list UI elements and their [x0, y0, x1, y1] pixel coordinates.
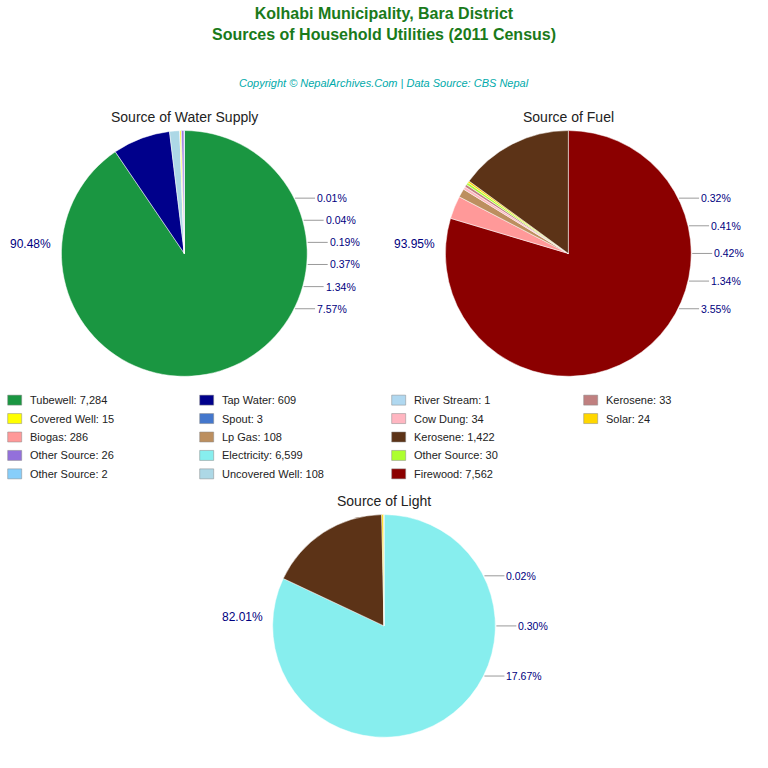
svg-text:0.42%: 0.42% — [714, 247, 744, 259]
svg-text:Solar: 24: Solar: 24 — [606, 413, 650, 425]
svg-text:Kolhabi Municipality, Bara Dis: Kolhabi Municipality, Bara DistrictSourc… — [212, 5, 556, 43]
svg-text:Source of Light: Source of Light — [337, 493, 431, 509]
svg-text:Kerosene: 33: Kerosene: 33 — [606, 394, 671, 406]
svg-text:Source of Water Supply: Source of Water Supply — [111, 109, 258, 125]
svg-text:Firewood: 7,562: Firewood: 7,562 — [414, 468, 493, 480]
svg-text:River Stream: 1: River Stream: 1 — [414, 394, 490, 406]
svg-text:0.41%: 0.41% — [711, 220, 741, 232]
svg-text:Cow Dung: 34: Cow Dung: 34 — [414, 413, 484, 425]
svg-text:0.02%: 0.02% — [506, 570, 536, 582]
svg-text:90.48%: 90.48% — [10, 237, 51, 251]
svg-text:3.55%: 3.55% — [701, 303, 731, 315]
svg-text:82.01%: 82.01% — [222, 610, 263, 624]
svg-text:Spout: 3: Spout: 3 — [222, 413, 263, 425]
svg-text:Uncovered Well: 108: Uncovered Well: 108 — [222, 468, 324, 480]
svg-text:Kerosene: 1,422: Kerosene: 1,422 — [414, 431, 495, 443]
svg-text:Covered Well: 15: Covered Well: 15 — [30, 413, 114, 425]
svg-text:0.19%: 0.19% — [330, 236, 360, 248]
svg-text:Tubewell: 7,284: Tubewell: 7,284 — [30, 394, 107, 406]
svg-text:93.95%: 93.95% — [394, 237, 435, 251]
svg-text:1.34%: 1.34% — [711, 275, 741, 287]
svg-text:0.32%: 0.32% — [701, 192, 731, 204]
svg-text:Tap Water: 609: Tap Water: 609 — [222, 394, 296, 406]
svg-text:0.04%: 0.04% — [326, 214, 356, 226]
svg-text:Copyright © NepalArchives.Com: Copyright © NepalArchives.Com | Data Sou… — [239, 77, 529, 89]
svg-text:Other Source: 2: Other Source: 2 — [30, 468, 108, 480]
svg-text:Other Source: 30: Other Source: 30 — [414, 449, 498, 461]
svg-text:Other Source: 26: Other Source: 26 — [30, 449, 114, 461]
svg-text:Biogas: 286: Biogas: 286 — [30, 431, 88, 443]
svg-text:Electricity: 6,599: Electricity: 6,599 — [222, 449, 303, 461]
svg-text:0.30%: 0.30% — [518, 620, 548, 632]
svg-text:Lp Gas: 108: Lp Gas: 108 — [222, 431, 282, 443]
svg-text:7.57%: 7.57% — [317, 303, 347, 315]
svg-text:17.67%: 17.67% — [506, 670, 542, 682]
svg-text:1.34%: 1.34% — [326, 281, 356, 293]
svg-text:0.37%: 0.37% — [330, 258, 360, 270]
svg-text:Source of Fuel: Source of Fuel — [523, 109, 614, 125]
svg-text:0.01%: 0.01% — [317, 192, 347, 204]
